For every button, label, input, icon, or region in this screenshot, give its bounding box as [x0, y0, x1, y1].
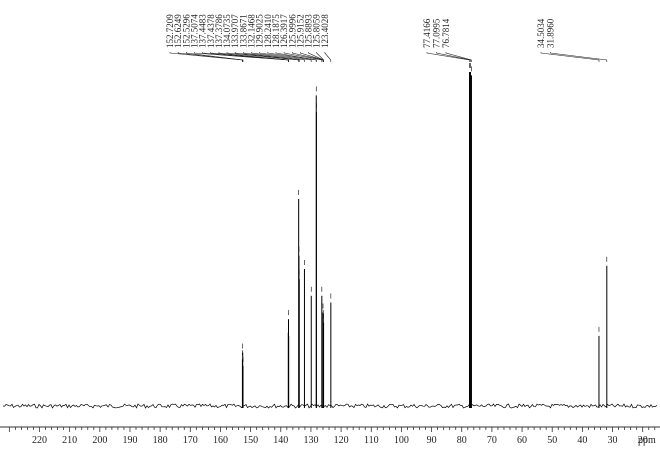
peak-leader-line [259, 52, 312, 62]
x-tick-label: 160 [213, 435, 228, 446]
x-tick-label: 30 [608, 435, 618, 446]
peak-label: 34.5034 [536, 18, 546, 48]
peak-leader-line [300, 52, 324, 62]
peak-labels: 152.7209152.6249152.5296137.5074137.4483… [165, 14, 608, 62]
peak-label: 125.8059 [312, 14, 322, 48]
x-tick-label: 70 [487, 435, 497, 446]
x-tick-label: 120 [334, 435, 349, 446]
x-tick-label: 150 [243, 435, 258, 446]
peak-label: 137.3786 [214, 14, 224, 48]
peak-leader-line [445, 52, 472, 62]
x-tick-label: 100 [394, 435, 409, 446]
x-tick-label: 130 [303, 435, 318, 446]
peak-label: 125.9996 [287, 14, 297, 48]
peak-leader-line [243, 52, 300, 62]
peak-label: 134.0735 [222, 14, 232, 48]
peak-leader-line [550, 52, 608, 62]
peak-leader-line [283, 52, 323, 62]
peak-label: 137.5074 [189, 14, 199, 48]
peak-label: 152.6249 [173, 14, 183, 48]
peak-label: 123.4028 [320, 14, 330, 48]
spectrum [2, 63, 658, 409]
peak-leader-line [308, 52, 324, 62]
peak-label: 77.4166 [422, 18, 432, 48]
peak-label: 128.2410 [263, 14, 273, 48]
peak-label: 133.9707 [230, 14, 240, 48]
spectrum-baseline [2, 403, 658, 409]
x-tick-label: 200 [92, 435, 107, 446]
peak-label: 133.8671 [238, 14, 248, 48]
x-tick-label: 20 [638, 435, 648, 446]
peak-leader-line [426, 52, 470, 62]
x-tick-label: 180 [153, 435, 168, 446]
peak-leader-line [218, 52, 290, 62]
peak-label: 137.4378 [206, 14, 216, 48]
x-tick-label: 80 [457, 435, 467, 446]
peak-label: 129.9025 [255, 14, 265, 48]
x-tick-label: 190 [122, 435, 137, 446]
peak-label: 152.7209 [165, 14, 175, 48]
peak-label: 128.1875 [271, 14, 281, 48]
peak-label: 125.9152 [295, 14, 305, 48]
x-tick-label: 210 [62, 435, 77, 446]
x-tick-label: 90 [427, 435, 437, 446]
peak-label: 137.4483 [198, 14, 208, 48]
x-tick-label: 110 [364, 435, 379, 446]
x-axis-unit-label: ppm [638, 435, 656, 446]
peak-label: 76.7814 [441, 18, 451, 48]
peak-leader-line [316, 52, 324, 62]
x-tick-label: 40 [577, 435, 587, 446]
peak-label: 132.1468 [247, 14, 257, 48]
x-axis: 220 210 200 190 180 170 160 150 140 130 120 110 100 9… [0, 426, 660, 446]
x-tick-label: 220 [32, 435, 47, 446]
x-tick-label: 170 [183, 435, 198, 446]
peak-label: 77.0995 [432, 18, 442, 48]
peak-label: 31.8960 [546, 18, 556, 48]
peak-leader-line [540, 52, 600, 62]
x-tick-label: 50 [547, 435, 557, 446]
x-tick-label: 140 [273, 435, 288, 446]
peak-leader-line [275, 52, 317, 62]
peak-leader-line [324, 52, 332, 62]
peak-label: 152.5296 [181, 14, 191, 48]
peak-leader-line [186, 52, 244, 62]
peak-leader-line [251, 52, 305, 62]
x-tick-label: 60 [517, 435, 527, 446]
peak-label: 126.3917 [279, 14, 289, 48]
peak-leader-line [436, 52, 471, 62]
peak-label: 125.8893 [304, 14, 314, 48]
